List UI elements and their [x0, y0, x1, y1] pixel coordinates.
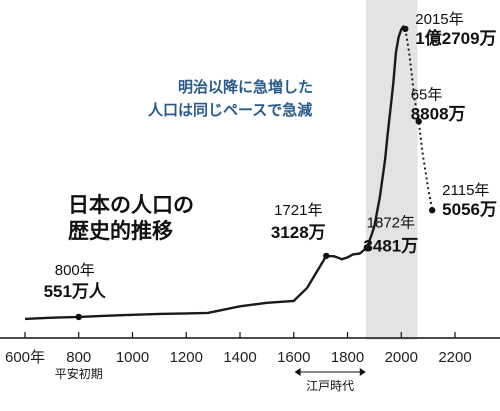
- x-tick-label: 1400: [223, 349, 256, 366]
- data-point-marker: [415, 118, 422, 125]
- data-point-value: 1億2709万: [415, 28, 496, 48]
- chart-title-line2: 歴史的推移: [68, 219, 173, 243]
- x-tick-label: 1200: [170, 349, 203, 366]
- x-tick-label: 1000: [116, 349, 149, 366]
- data-point-value: 5056万: [442, 200, 497, 219]
- historical-line: [24, 25, 407, 321]
- data-point-year: 2115年: [442, 182, 489, 199]
- data-point-value: 8808万: [411, 104, 466, 123]
- x-tick-label: 600年: [5, 349, 45, 366]
- shaded-region: [365, 0, 418, 340]
- period-arrow-right: [359, 368, 366, 376]
- data-point-year: 65年: [411, 86, 443, 103]
- data-point-marker: [363, 244, 371, 251]
- data-point-value: 3128万: [271, 223, 326, 242]
- x-tick-label: 2200: [438, 349, 471, 366]
- x-tick-label: 800: [66, 349, 91, 366]
- annotation-line1: 明治以降に急増した: [178, 78, 313, 96]
- data-point-value: 3481万: [363, 237, 418, 256]
- x-tick-label: 1800: [331, 349, 364, 366]
- data-point-year: 1721年: [274, 202, 322, 219]
- data-point-marker: [323, 252, 330, 260]
- projection-line: [404, 28, 434, 211]
- x-tick-label: 1600: [277, 349, 310, 366]
- data-point-marker: [75, 313, 82, 321]
- annotation-line2: 人口は同じペースで急減: [148, 101, 312, 119]
- chart-title-line1: 日本の人口の: [68, 193, 194, 217]
- data-point-year: 800年: [55, 262, 95, 279]
- period-arrow-left: [294, 368, 301, 376]
- x-tick-label: 2000: [385, 349, 418, 366]
- period-label: 江戸時代: [306, 379, 354, 393]
- data-point-year: 2015年: [415, 11, 463, 28]
- data-point-marker: [402, 25, 409, 33]
- data-point-marker: [428, 207, 436, 214]
- data-point-year: 1872年: [367, 215, 415, 232]
- period-label: 平安初期: [55, 366, 103, 381]
- data-point-value: 551万人: [44, 282, 107, 301]
